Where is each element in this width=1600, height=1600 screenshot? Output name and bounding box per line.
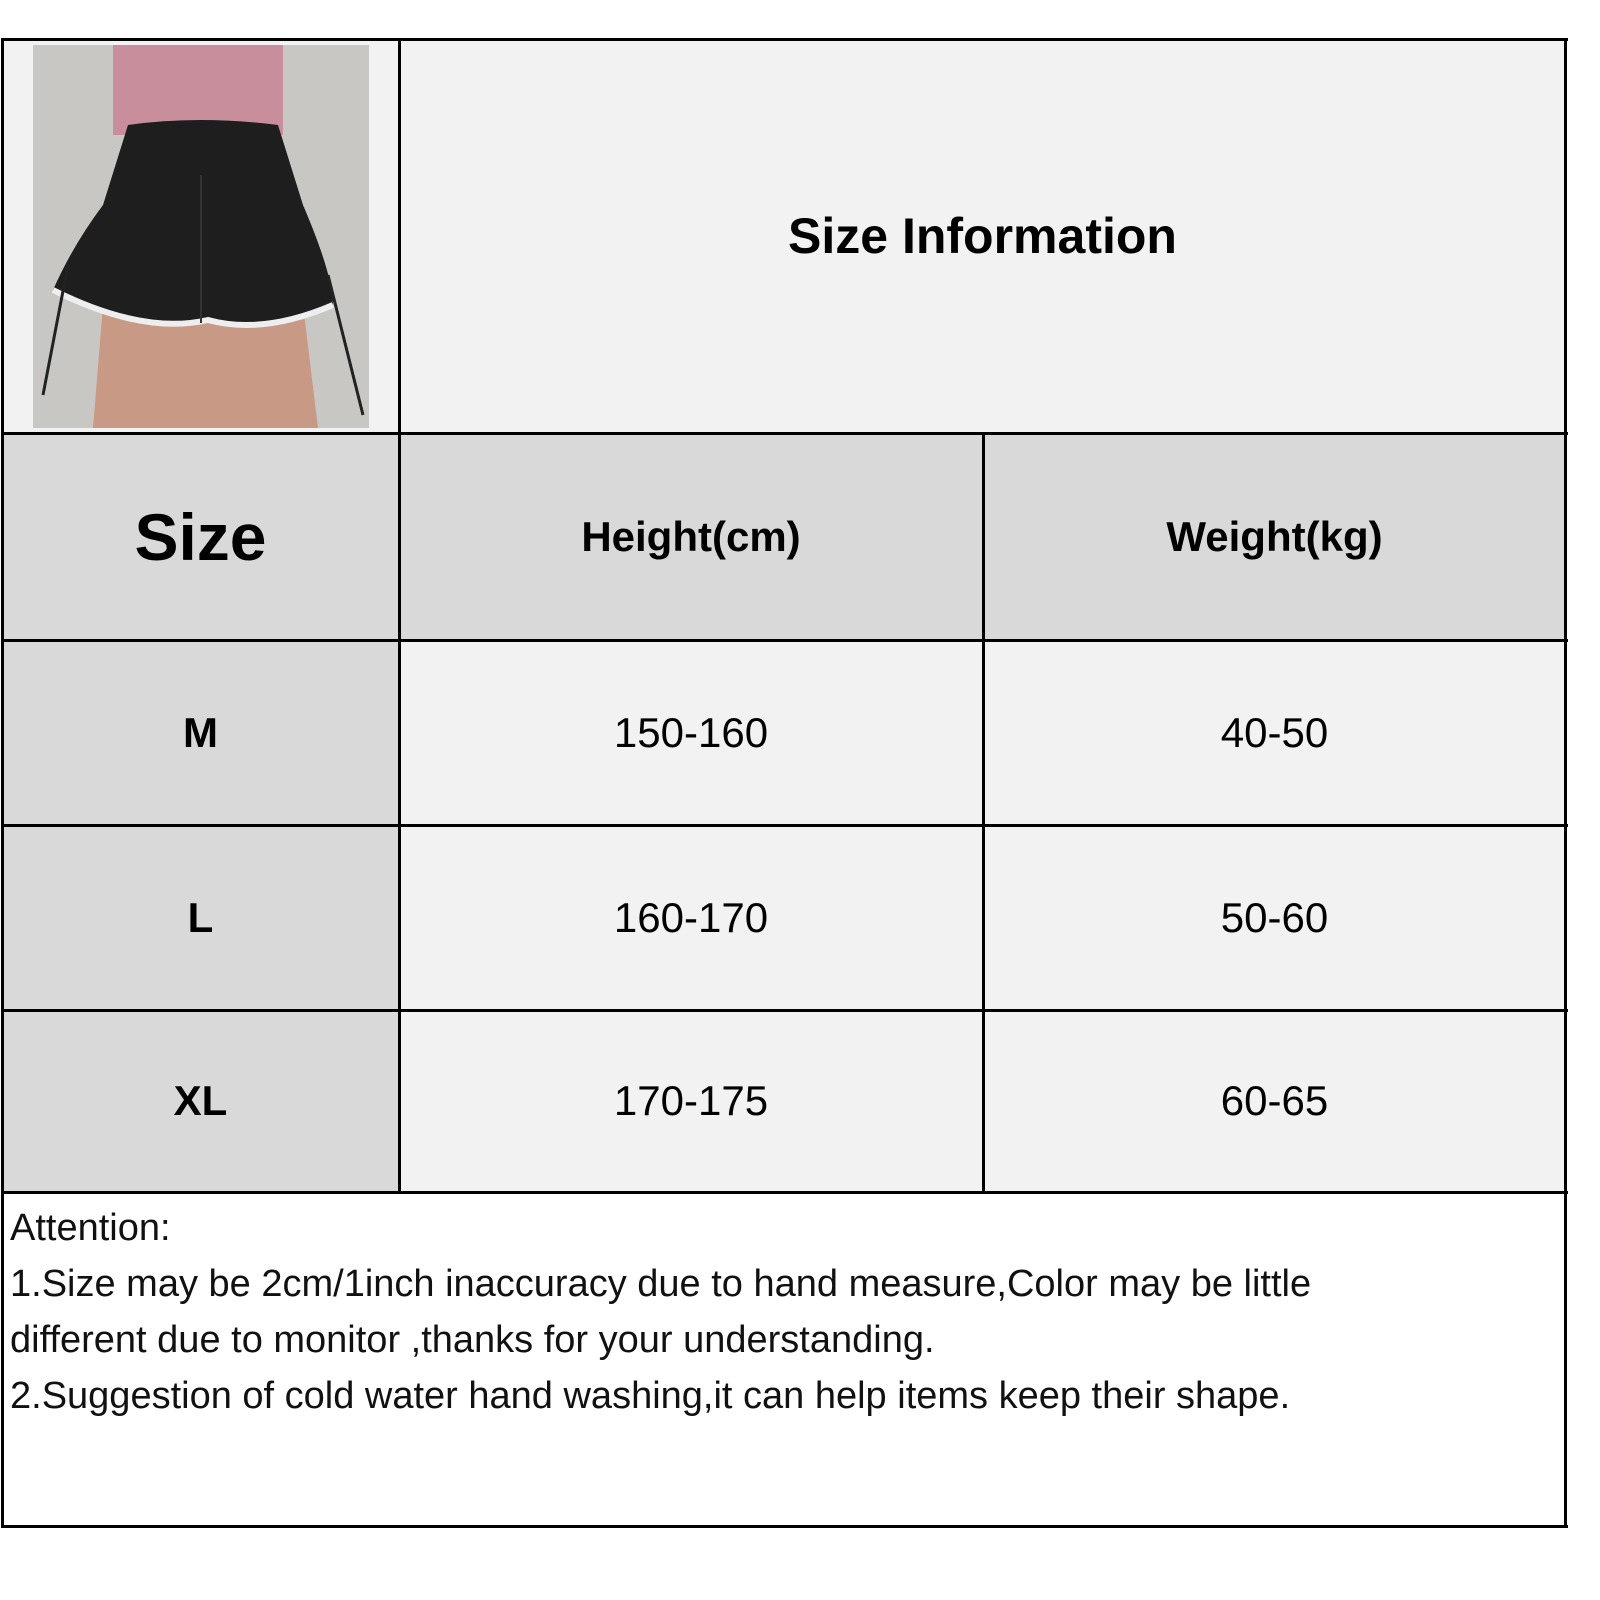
weight-cell: 60-65 <box>983 1010 1566 1192</box>
border <box>1564 38 1567 1528</box>
height-value: 160-170 <box>613 893 769 941</box>
border <box>2 1525 1568 1528</box>
border <box>2 639 1568 642</box>
height-cell: 170-175 <box>399 1010 983 1192</box>
border <box>2 432 1568 435</box>
height-cell: 160-170 <box>399 825 983 1010</box>
border <box>2 38 1568 41</box>
header-label: Weight(kg) <box>1166 512 1383 560</box>
height-value: 170-175 <box>613 1077 769 1124</box>
table-row-size: L <box>2 825 399 1010</box>
attention-notes: Attention: 1.Size may be 2cm/1inch inacc… <box>10 1200 1560 1424</box>
height-value: 150-160 <box>613 708 769 756</box>
product-photo <box>33 45 369 428</box>
page-title: Size Information <box>788 207 1177 264</box>
header-height: Height(cm) <box>399 433 983 640</box>
border <box>982 433 985 1193</box>
note-line: 1.Size may be 2cm/1inch inaccuracy due t… <box>10 1263 1312 1305</box>
table-row-size: M <box>2 640 399 825</box>
weight-value: 40-50 <box>1220 708 1329 756</box>
weight-cell: 50-60 <box>983 825 1566 1010</box>
header-size: Size <box>2 433 399 640</box>
size-value: M <box>183 708 218 756</box>
title-cell: Size Information <box>399 38 1566 433</box>
weight-value: 60-65 <box>1220 1077 1329 1124</box>
border <box>1 38 4 1528</box>
border <box>2 824 1568 827</box>
note-line: 2.Suggestion of cold water hand washing,… <box>10 1375 1291 1417</box>
height-cell: 150-160 <box>399 640 983 825</box>
weight-value: 50-60 <box>1220 893 1329 941</box>
border <box>2 1009 1568 1012</box>
notes-heading: Attention: <box>10 1207 171 1249</box>
size-value: L <box>187 893 214 941</box>
header-label: Size <box>134 499 267 574</box>
header-weight: Weight(kg) <box>983 433 1566 640</box>
size-value: XL <box>173 1077 228 1124</box>
table-row-size: XL <box>2 1010 399 1192</box>
header-label: Height(cm) <box>581 512 801 560</box>
weight-cell: 40-50 <box>983 640 1566 825</box>
border <box>398 38 401 1193</box>
note-line: different due to monitor ,thanks for you… <box>10 1319 935 1361</box>
border <box>2 1191 1568 1194</box>
